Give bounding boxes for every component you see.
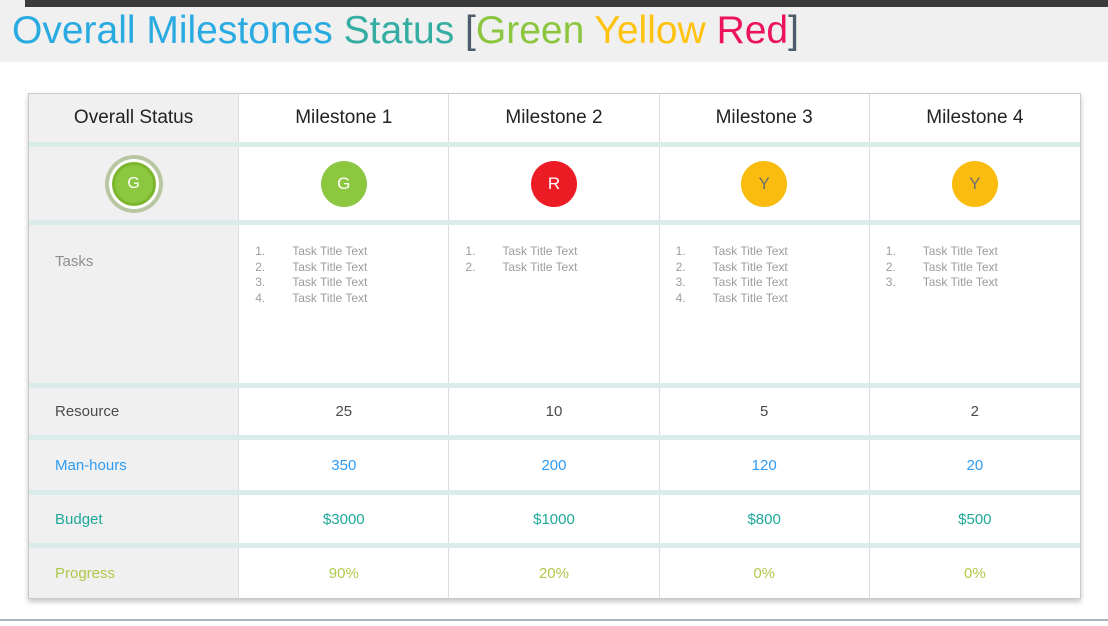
task-item: Task Title Text: [712, 244, 788, 258]
top-accent-bar: [25, 0, 1108, 7]
header-row: Overall Status Milestone 1 Milestone 2 M…: [29, 94, 1080, 142]
budget-milestone-2-value: $1000: [449, 495, 660, 543]
row-separator: [29, 142, 1080, 147]
milestone-4-status-badge: Y: [951, 160, 998, 207]
resource-row-label: Resource: [29, 388, 240, 435]
title-word-green: Green: [475, 9, 595, 52]
task-item: Task Title Text: [712, 275, 788, 289]
resource-milestone-4-value: 2: [970, 403, 980, 420]
man-hours-milestone-2-value: 200: [449, 440, 660, 490]
header-milestone-1: Milestone 1: [239, 94, 450, 142]
task-item: Task Title Text: [292, 244, 368, 258]
milestone-1-tasks-cell: Task Title Text Task Title Text Task Title…: [239, 225, 450, 383]
milestone-2-status-cell: R: [449, 147, 660, 220]
resource-milestone-2-value: 10: [449, 388, 660, 435]
task-item: Task Title Text: [502, 244, 578, 258]
resource-row: Resource 25 10 5 2: [29, 388, 1080, 435]
bottom-border-line: [0, 619, 1108, 621]
budget-milestone-4-value: $500: [958, 510, 992, 528]
tasks-row-label: Tasks: [29, 225, 240, 383]
task-item: Task Title Text: [922, 244, 998, 258]
man-hours-row-label: Man-hours: [29, 440, 240, 490]
header-milestone-2: Milestone 2: [449, 94, 660, 142]
row-separator: [29, 435, 1080, 440]
milestone-1-status-badge: G: [320, 160, 367, 207]
task-item: Task Title Text: [922, 275, 998, 289]
milestone-4-status-cell: Y: [870, 147, 1080, 220]
budget-row: Budget $3000 $1000 $800 $500: [29, 495, 1080, 543]
milestone-1-status-cell: G: [239, 147, 450, 220]
title-bracket-close: ]: [788, 9, 799, 52]
overall-status-badge: G: [111, 161, 156, 206]
task-item: Task Title Text: [292, 275, 368, 289]
task-item: Task Title Text: [292, 290, 368, 305]
task-item: Task Title Text: [292, 259, 368, 274]
man-hours-milestone-4-value: 20: [966, 456, 984, 474]
title-part-status: Status: [343, 9, 466, 52]
overall-status-cell: G: [29, 147, 240, 220]
page-title: Overall Milestones Status [Green Yellow …: [12, 9, 799, 53]
status-row: G G R Y Y: [29, 147, 1080, 220]
milestone-3-tasks-cell: Task Title Text Task Title Text Task Title…: [660, 225, 870, 383]
resource-milestone-1-value: 25: [239, 388, 450, 435]
row-separator: [29, 220, 1080, 225]
milestone-4-tasks-cell: Task Title Text Task Title Text Task Title…: [870, 225, 1080, 383]
task-item: Task Title Text: [712, 259, 788, 274]
milestone-2-status-badge: R: [530, 160, 577, 207]
man-hours-milestone-3-value: 120: [660, 440, 870, 490]
milestone-2-tasks-cell: Task Title Text Task Title Text: [449, 225, 660, 383]
row-separator: [29, 543, 1080, 548]
milestone-2-task-list: Task Title Text Task Title Text: [465, 244, 577, 275]
progress-milestone-4-value: 0%: [964, 564, 986, 582]
header-milestone-3: Milestone 3: [660, 94, 870, 142]
man-hours-row: Man-hours 350 200 120 20: [29, 440, 1080, 490]
budget-milestone-3-value: $800: [660, 495, 870, 543]
progress-row: Progress 90% 20% 0% 0%: [29, 548, 1080, 598]
title-bracket-open: [: [465, 9, 476, 52]
budget-milestone-1-value: $3000: [239, 495, 450, 543]
progress-row-label: Progress: [29, 548, 240, 598]
row-separator: [29, 490, 1080, 495]
tasks-row: Tasks Task Title Text Task Title Text Task…: [29, 225, 1080, 383]
task-item: Task Title Text: [922, 259, 998, 274]
resource-milestone-3-value: 5: [660, 388, 870, 435]
progress-milestone-3-value: 0%: [660, 548, 870, 598]
row-separator: [29, 383, 1080, 388]
task-item: Task Title Text: [712, 290, 788, 305]
progress-milestone-1-value: 90%: [239, 548, 450, 598]
task-item: Task Title Text: [502, 259, 578, 274]
milestones-table: Overall Status Milestone 1 Milestone 2 M…: [28, 93, 1081, 599]
man-hours-milestone-1-value: 350: [239, 440, 450, 490]
title-strip: [0, 0, 1108, 62]
progress-milestone-2-value: 20%: [449, 548, 660, 598]
milestone-3-task-list: Task Title Text Task Title Text Task Title…: [676, 244, 788, 306]
milestone-1-task-list: Task Title Text Task Title Text Task Title…: [255, 244, 367, 306]
title-word-yellow: Yellow: [594, 9, 717, 52]
milestone-4-task-list: Task Title Text Task Title Text Task Title…: [886, 244, 998, 291]
header-milestone-4: Milestone 4: [926, 107, 1024, 128]
milestone-3-status-cell: Y: [660, 147, 870, 220]
title-part-main: Overall Milestones: [12, 9, 344, 52]
title-word-red: Red: [716, 9, 789, 52]
budget-row-label: Budget: [29, 495, 240, 543]
header-overall-status: Overall Status: [29, 94, 240, 142]
milestone-3-status-badge: Y: [741, 160, 788, 207]
